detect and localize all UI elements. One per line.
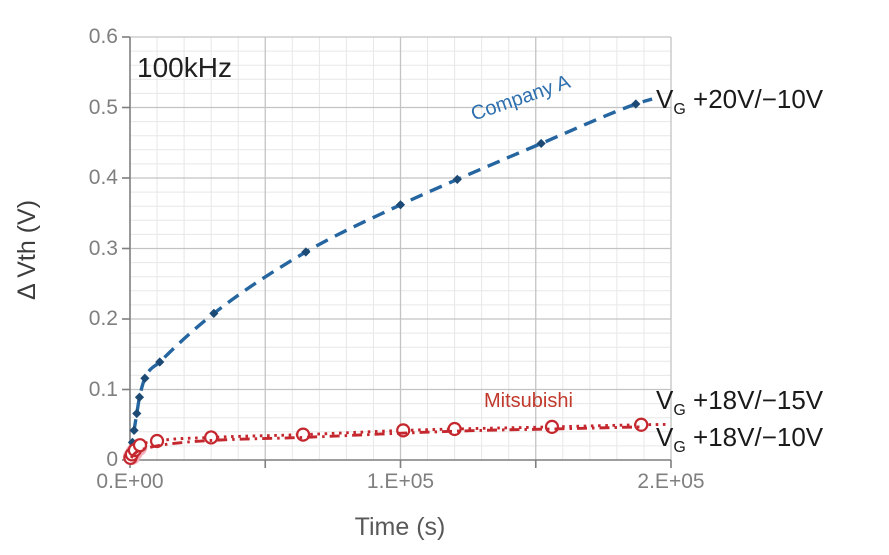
data-point-circle: [634, 417, 649, 432]
y-tick-label: 0.4: [88, 166, 118, 189]
vg-condition: +18V/−15V: [685, 385, 824, 415]
data-point-circle: [544, 419, 560, 434]
series-label-mitsubishi: Mitsubishi: [484, 390, 573, 412]
data-point-diamond: [132, 408, 142, 419]
vg-subscript: G: [673, 439, 686, 457]
data-point-diamond: [452, 174, 462, 185]
data-point-diamond: [129, 425, 139, 435]
y-tick-label: 0.5: [88, 95, 118, 119]
data-point-diamond: [140, 373, 150, 383]
y-tick-label: 0.3: [88, 236, 118, 260]
x-tick-label: 2.E+05: [637, 470, 705, 493]
x-tick-label: 0.E+00: [96, 470, 164, 493]
gate-voltage-label-company-a: VG +20V/−10V: [656, 84, 824, 119]
data-point-circle: [296, 427, 311, 442]
data-point-circle: [204, 430, 219, 445]
frequency-annotation: 100kHz: [137, 52, 232, 83]
series-line-mitsubishi: [129, 425, 642, 459]
x-tick-label: 1.E+05: [366, 470, 435, 493]
gate-voltage-label-mitsubishi-15: VG +18V/−15V: [656, 385, 824, 420]
y-tick-label: 0: [106, 448, 118, 471]
vg-condition: +20V/−10V: [685, 84, 824, 114]
data-point-diamond: [209, 308, 219, 318]
data-point-diamond: [155, 357, 165, 367]
vg-symbol: V: [656, 385, 674, 415]
y-tick-label: 0.2: [88, 307, 118, 330]
data-point-diamond: [536, 138, 546, 149]
vg-condition: +18V/−10V: [685, 422, 824, 452]
data-point-circle: [447, 421, 462, 437]
series-line-company-a: [129, 97, 653, 454]
data-point-diamond: [631, 99, 641, 109]
vg-symbol: V: [656, 422, 674, 452]
y-tick-label: 0.6: [88, 25, 118, 48]
y-tick-label: 0.1: [88, 377, 118, 401]
data-point-diamond: [301, 247, 311, 257]
vg-subscript: G: [673, 402, 686, 420]
vg-subscript: G: [673, 101, 686, 119]
vg-symbol: V: [656, 84, 674, 114]
data-point-diamond: [134, 392, 145, 402]
gate-voltage-label-mitsubishi-10: VG +18V/−10V: [656, 422, 824, 457]
x-axis-title: Time (s): [354, 513, 446, 541]
data-point-diamond: [395, 200, 406, 210]
